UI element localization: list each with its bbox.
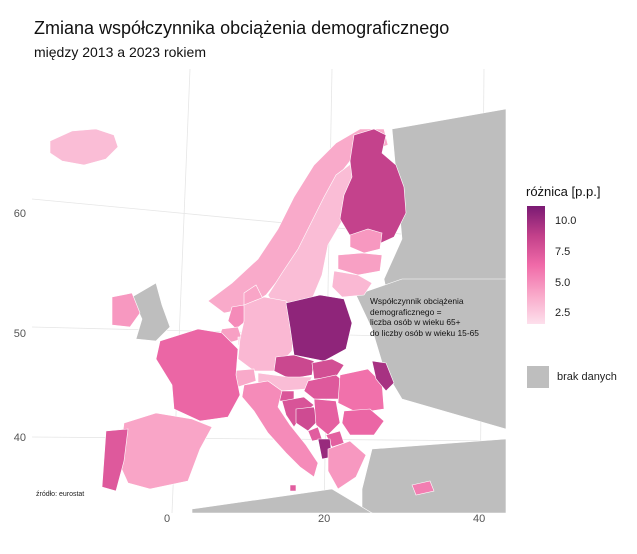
x-tick-label: 20: [318, 513, 331, 525]
no-data-label: brak danych: [557, 371, 617, 383]
region-serbia: [313, 398, 341, 436]
region-italy: [241, 380, 319, 478]
legend-title: różnica [p.p.]: [526, 184, 601, 199]
region-finland: [339, 128, 407, 248]
legend-colorbar: [527, 206, 545, 324]
choropleth-map: [32, 69, 506, 513]
no-data-swatch: [527, 366, 549, 388]
region-bosnia-and-herzegovina: [295, 406, 319, 432]
chart-title: Zmiana współczynnika obciążenia demograf…: [34, 18, 450, 38]
definition-note: Współczynnik obciążenia demograficznego …: [370, 296, 479, 338]
region-iceland: [49, 128, 119, 166]
note-line: liczba osób w wieku 65+: [370, 317, 461, 328]
x-tick-label: 40: [473, 513, 486, 525]
no-data-region: [361, 438, 506, 513]
no-data-region: [191, 488, 373, 513]
region-moldova: [371, 360, 395, 392]
legend-tick-label: 5.0: [555, 277, 571, 289]
chart-subtitle: między 2013 a 2023 rokiem: [34, 44, 206, 60]
region-netherlands: [227, 304, 247, 330]
y-tick-label: 40: [13, 432, 26, 444]
region-spain: [117, 412, 213, 490]
region-ireland: [111, 292, 141, 328]
x-tick-label: 0: [164, 513, 171, 525]
map-panel: [32, 69, 506, 513]
source-caption: źródło: eurostat: [36, 491, 85, 498]
region-romania: [337, 368, 385, 414]
region-estonia: [349, 228, 383, 254]
note-line: demograficznego =: [370, 306, 442, 317]
region-france: [155, 328, 241, 422]
legend-tick-label: 10.0: [555, 215, 577, 227]
region-lithuania: [331, 270, 373, 298]
region-cyprus: [411, 480, 435, 496]
region-layer: [49, 128, 435, 496]
region-poland: [285, 294, 353, 362]
legend-tick-label: 7.5: [555, 246, 571, 258]
region-latvia: [337, 252, 383, 276]
region-czechia: [273, 354, 315, 380]
note-line: do liczby osób w wieku 15-65: [370, 327, 479, 338]
note-line: Współczynnik obciążenia: [370, 296, 464, 306]
region-greece: [327, 440, 367, 490]
region-slovakia: [311, 358, 345, 380]
no-data-regions: [131, 108, 506, 513]
region-portugal: [101, 428, 129, 492]
y-tick-label: 60: [13, 208, 26, 220]
no-data-region: [131, 282, 171, 342]
no-data-region: [355, 278, 506, 430]
y-tick-label: 50: [13, 328, 26, 340]
region-bulgaria: [341, 408, 385, 436]
legend-tick-label: 2.5: [555, 307, 571, 319]
region-malta: [289, 484, 297, 492]
